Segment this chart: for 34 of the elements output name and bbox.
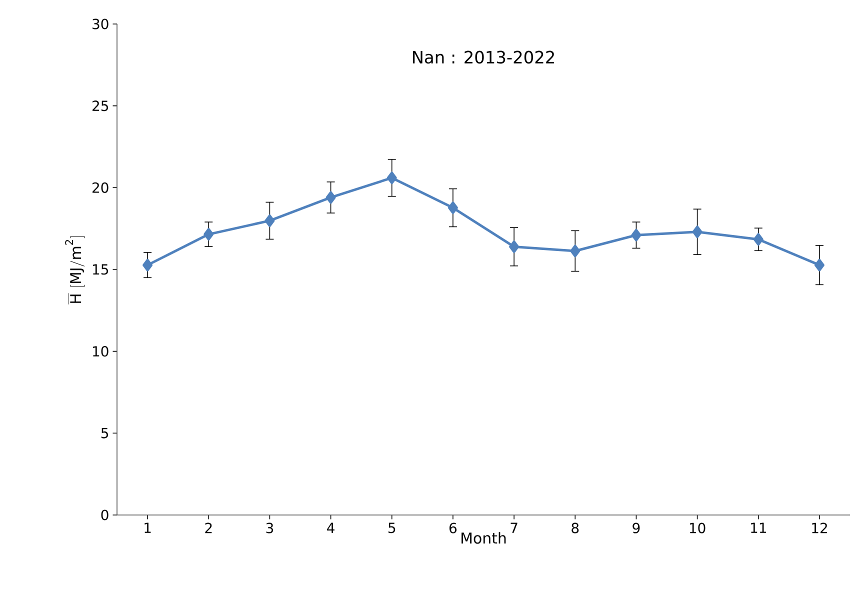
- point: [386, 172, 397, 184]
- x-axis-title: Month: [462, 532, 506, 544]
- x-tick-label: 3: [266, 522, 274, 534]
- point: [814, 258, 824, 272]
- point: [204, 228, 214, 241]
- point: [631, 228, 642, 242]
- x-tick-label: 10: [690, 522, 706, 534]
- y-tick-label: 0: [101, 510, 108, 520]
- x-tick-label: 7: [510, 522, 518, 533]
- x-tick-label: 11: [751, 522, 766, 533]
- point: [692, 226, 702, 238]
- point: [753, 233, 764, 246]
- x-tick-label: 5: [388, 522, 396, 534]
- y-tick-label: 10: [93, 346, 108, 357]
- x-tick-label: 12: [812, 522, 827, 534]
- y-tick-label: 5: [101, 428, 108, 438]
- y-tick-label: 20: [92, 182, 108, 193]
- x-tick-label: 9: [632, 522, 640, 534]
- x-tick-label: 4: [327, 522, 334, 533]
- point: [142, 258, 153, 272]
- y-tick-label: 30: [92, 18, 108, 30]
- text: Nan : 2013-2022: [412, 50, 554, 64]
- x-tick-label: 8: [572, 522, 579, 534]
- point: [509, 240, 520, 253]
- point: [448, 202, 458, 214]
- x-tick-label: 2: [205, 522, 212, 534]
- y-axis-title: $\overline{\mathrm{H}}\ [\mathrm{MJ/m^{2}}]$: [65, 236, 85, 304]
- point: [570, 244, 580, 258]
- x-tick-label: 1: [144, 522, 151, 533]
- y-tick-label: 15: [93, 264, 108, 275]
- x-tick-label: 6: [450, 522, 457, 534]
- y-tick-label: 25: [92, 100, 108, 112]
- point: [326, 191, 336, 204]
- point: [264, 214, 275, 227]
